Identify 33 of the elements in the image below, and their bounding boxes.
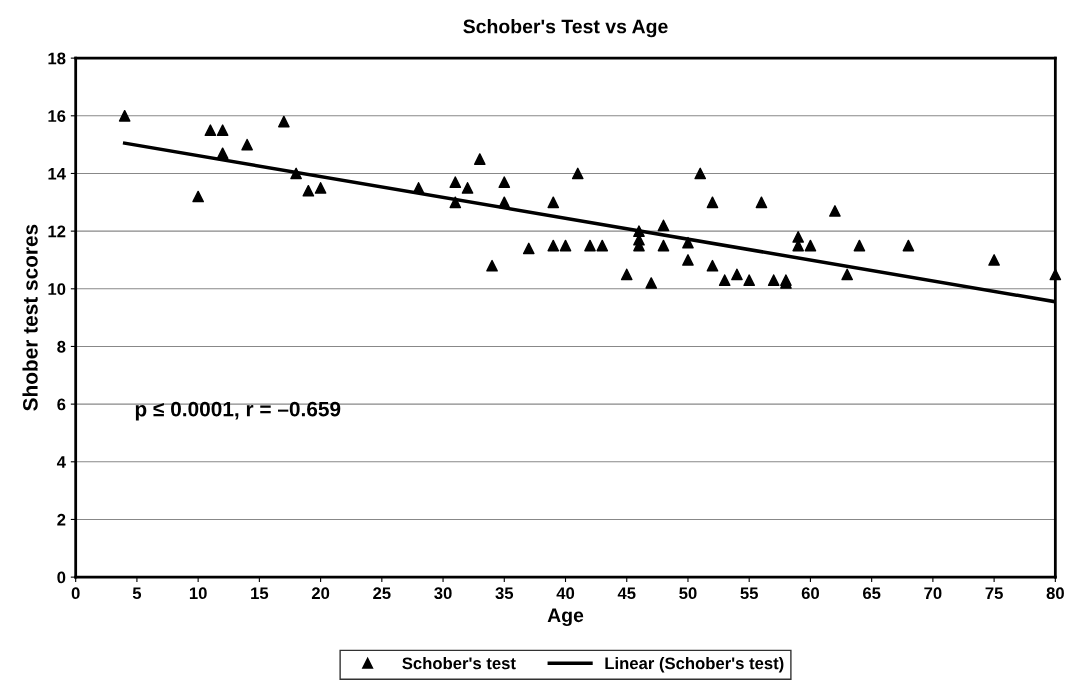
y-tick-label: 4: [56, 456, 66, 468]
x-tick-label: 20: [311, 587, 330, 600]
x-tick-label: 55: [740, 587, 758, 600]
x-tick-label: 10: [189, 587, 207, 600]
y-tick-label: 10: [48, 283, 66, 295]
x-tick-label: 70: [924, 587, 942, 600]
y-tick-label: 2: [57, 513, 66, 526]
x-axis-title: Age: [547, 608, 584, 627]
y-tick-label: 18: [48, 52, 66, 65]
legend-label: Linear (Schober's test): [605, 657, 784, 673]
x-tick-label: 35: [495, 587, 514, 600]
x-tick-label: 45: [617, 587, 636, 600]
x-tick-label: 5: [132, 587, 142, 600]
x-tick-label: 0: [71, 587, 80, 600]
y-tick-label: 12: [48, 225, 66, 238]
annotation: p ≤ 0.0001, r = –0.659: [135, 401, 341, 421]
x-tick-label: 25: [373, 587, 391, 600]
x-tick-label: 50: [679, 587, 697, 600]
y-tick-label: 8: [57, 340, 66, 353]
y-axis-title: Shober test scores: [22, 224, 38, 411]
x-tick-label: 80: [1046, 587, 1064, 600]
x-tick-label: 40: [556, 587, 575, 600]
y-tick-label: 14: [48, 168, 66, 180]
x-tick-label: 65: [863, 587, 881, 600]
y-tick-label: 6: [57, 398, 66, 411]
chart-title: Schober's Test vs Age: [463, 19, 668, 38]
y-tick-label: 16: [48, 110, 66, 122]
y-tick-label: 0: [57, 571, 66, 584]
legend-label: Schober's test: [402, 657, 516, 670]
x-tick-label: 60: [801, 587, 820, 600]
x-tick-label: 30: [434, 587, 452, 600]
x-tick-label: 15: [251, 587, 269, 600]
x-tick-label: 75: [985, 587, 1003, 600]
